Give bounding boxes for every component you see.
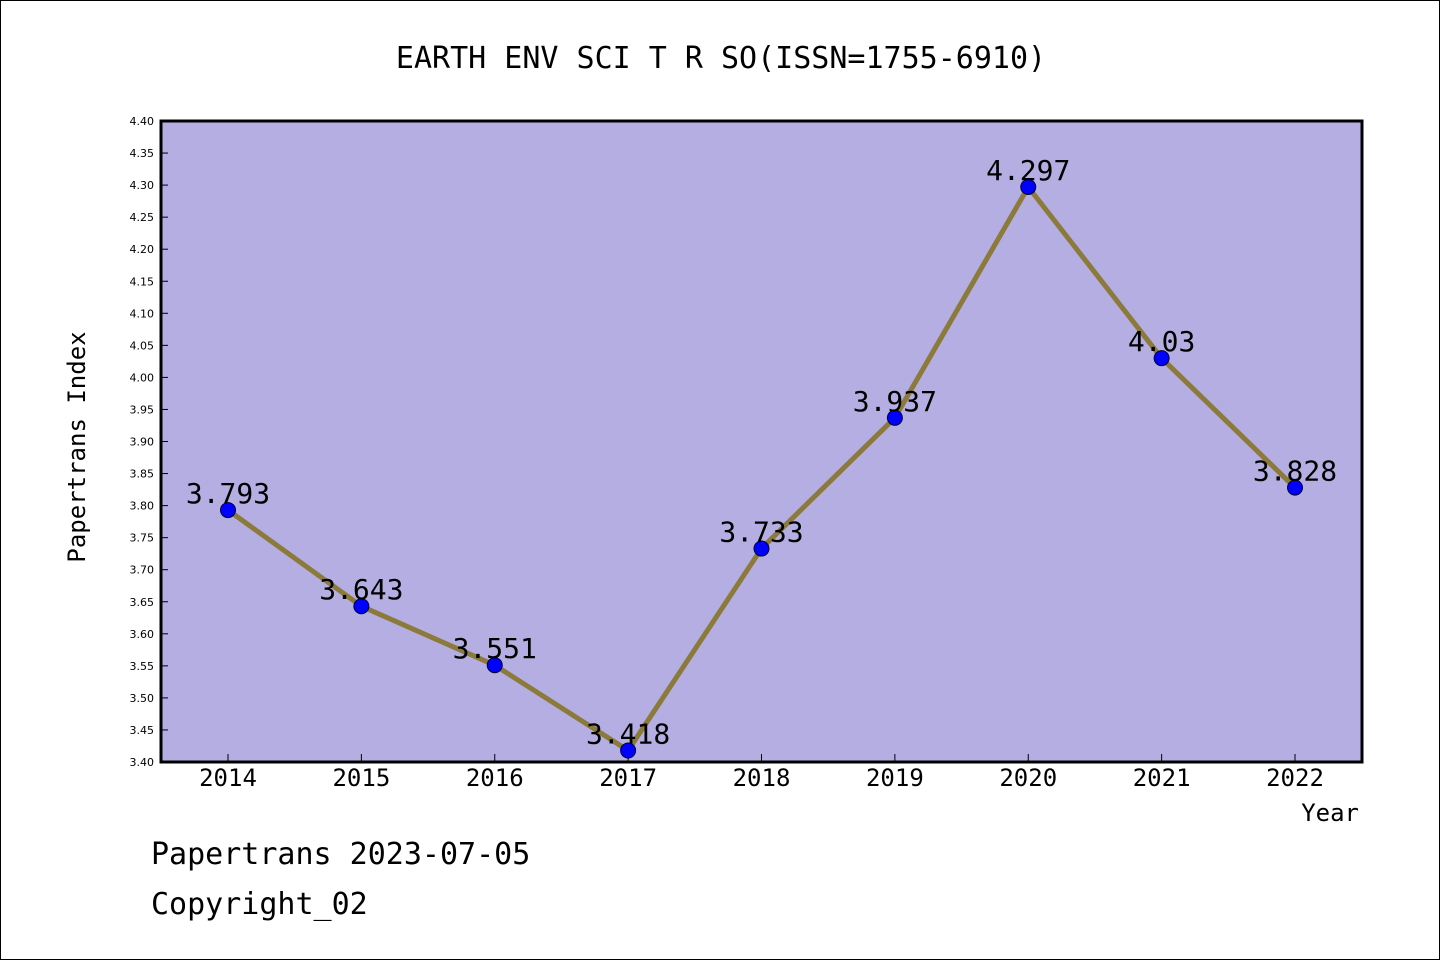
x-axis-label: Year bbox=[1301, 799, 1359, 827]
footer-copyright: Copyright_02 bbox=[151, 887, 368, 922]
data-point bbox=[620, 742, 637, 759]
y-tick-label: 3.65 bbox=[130, 596, 155, 609]
data-label: 3.418 bbox=[586, 717, 670, 750]
y-tick-label: 3.45 bbox=[130, 724, 155, 737]
y-tick-label: 4.35 bbox=[130, 147, 155, 160]
data-point bbox=[1287, 479, 1303, 496]
footer-date: Papertrans 2023-07-05 bbox=[151, 837, 530, 872]
y-tick-label: 4.30 bbox=[130, 179, 155, 192]
x-tick-label: 2018 bbox=[733, 764, 791, 792]
data-point bbox=[1153, 350, 1170, 367]
y-tick-label: 3.70 bbox=[130, 564, 155, 577]
data-point bbox=[886, 409, 903, 426]
y-tick-label: 3.75 bbox=[130, 532, 155, 545]
series-line-group: 3.793 3.643 3.551 3.418 3.733 3.937 4.297 4.03 3… bbox=[186, 154, 1337, 759]
data-label: 3.551 bbox=[453, 632, 537, 665]
y-tick-label: 3.40 bbox=[130, 756, 155, 769]
x-axis: 2014 2015 2016 2017 2018 2019 2020 2021 2022 bbox=[199, 754, 1324, 792]
y-tick-label: 4.00 bbox=[130, 371, 155, 384]
data-label: 3.793 bbox=[186, 477, 270, 510]
x-tick-label: 2017 bbox=[599, 764, 657, 792]
data-point bbox=[486, 657, 503, 674]
data-point bbox=[1020, 179, 1037, 196]
data-point bbox=[353, 598, 370, 615]
data-point bbox=[753, 540, 770, 557]
data-label: 3.643 bbox=[319, 573, 403, 606]
data-label: 4.297 bbox=[986, 154, 1070, 187]
y-tick-label: 4.15 bbox=[130, 275, 155, 288]
y-tick-label: 3.85 bbox=[130, 468, 155, 481]
y-tick-label: 4.10 bbox=[130, 307, 155, 320]
x-tick-label: 2021 bbox=[1133, 764, 1191, 792]
y-tick-label: 4.20 bbox=[130, 243, 155, 256]
x-tick-label: 2016 bbox=[466, 764, 524, 792]
x-tick-label: 2014 bbox=[199, 764, 257, 792]
y-axis-label: Papertrans Index bbox=[63, 331, 91, 562]
y-tick-label: 4.25 bbox=[130, 211, 155, 224]
y-tick-label: 3.50 bbox=[130, 692, 155, 705]
plot-area bbox=[159, 119, 1364, 764]
y-axis: 3.40 3.45 3.50 3.55 3.60 3.65 3.70 3.75 3.80 3.85… bbox=[130, 115, 168, 769]
y-tick-label: 3.80 bbox=[130, 500, 155, 513]
y-tick-label: 4.40 bbox=[130, 115, 155, 128]
data-label: 3.733 bbox=[719, 516, 803, 549]
x-tick-label: 2019 bbox=[866, 764, 924, 792]
data-label: 3.937 bbox=[853, 385, 937, 418]
y-tick-label: 4.05 bbox=[130, 339, 155, 352]
data-label: 3.828 bbox=[1253, 455, 1337, 488]
y-tick-label: 3.90 bbox=[130, 436, 155, 449]
y-tick-label: 3.60 bbox=[130, 628, 155, 641]
x-tick-label: 2015 bbox=[332, 764, 390, 792]
y-tick-label: 3.55 bbox=[130, 660, 155, 673]
data-point bbox=[220, 502, 236, 519]
x-tick-label: 2022 bbox=[1266, 764, 1324, 792]
data-label: 4.03 bbox=[1128, 325, 1195, 358]
x-tick-label: 2020 bbox=[999, 764, 1057, 792]
chart-title: EARTH ENV SCI T R SO(ISSN=1755-6910) bbox=[396, 41, 1046, 76]
y-tick-label: 3.95 bbox=[130, 403, 155, 416]
